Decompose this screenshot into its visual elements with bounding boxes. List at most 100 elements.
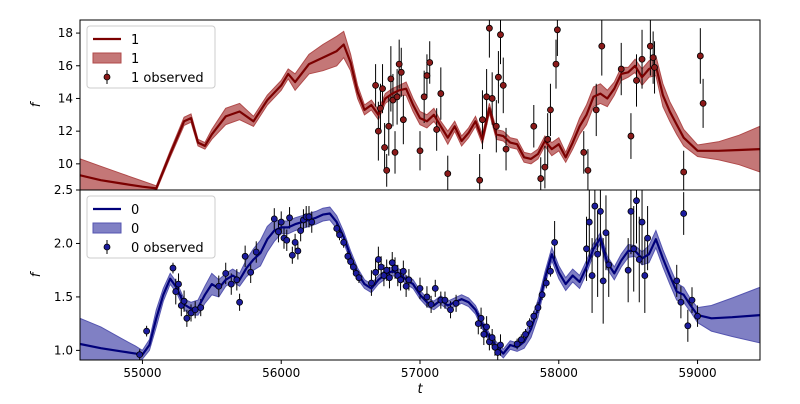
bottom-observed-point-43 (374, 256, 382, 263)
top-legend-entry-0: 1 (131, 33, 139, 48)
x-tick-label-3: 58000 (540, 366, 578, 380)
bottom-observed-point-25 (288, 251, 296, 259)
panel-top: 10 12 14 16 18 2.5 f 1 1 1 observed (29, 19, 761, 197)
top-observed-point-20 (444, 170, 452, 178)
bottom-observed-point-65 (480, 330, 488, 338)
top-observed-point-39 (584, 166, 592, 174)
top-observed-point-10 (393, 93, 401, 101)
bottom-observed-point-18 (252, 248, 260, 256)
bottom-observed-point-54 (405, 276, 413, 284)
top-observed-point-38 (580, 149, 588, 156)
top-observed-point-41 (598, 42, 606, 50)
top-observed-point-51 (699, 99, 707, 107)
top-legend-marker-swatch (103, 73, 111, 81)
bottom-observed-point-96 (638, 218, 646, 226)
top-y-tick-label-0: 10 (58, 157, 73, 171)
top-confidence-band (80, 30, 760, 190)
top-observed-point-3 (379, 85, 386, 93)
bottom-legend-band-swatch (92, 222, 122, 234)
bottom-observed-point-33 (333, 225, 341, 232)
bottom-y-tick-label-0: 1.0 (54, 343, 73, 357)
bottom-observed-point-32 (308, 218, 316, 226)
top-observed-point-13 (399, 116, 407, 124)
bottom-legend-entry-1: 0 (131, 222, 139, 237)
bottom-observed-point-77 (534, 304, 542, 312)
bottom-legend-marker-swatch (103, 243, 111, 251)
bottom-observed-point-73 (517, 336, 525, 344)
bottom-observed-point-83 (585, 218, 593, 226)
top-y-bottom-tick-label: 2.5 (54, 183, 73, 197)
top-observed-point-26 (492, 122, 500, 130)
bottom-observed-point-42 (372, 268, 379, 276)
top-observed-point-32 (537, 175, 545, 182)
top-legend-entry-2: 1 observed (131, 71, 204, 86)
bottom-observed-point-21 (277, 218, 285, 226)
top-observed-point-21 (476, 176, 484, 184)
bottom-observed-point-68 (488, 334, 496, 341)
top-observed-point-43 (627, 132, 635, 140)
top-observed-point-24 (485, 24, 493, 32)
bottom-observed-point-56 (423, 293, 431, 301)
bottom-observed-point-11 (215, 282, 223, 290)
bottom-observed-point-7 (183, 314, 191, 322)
bottom-observed-point-91 (624, 266, 632, 274)
x-tick-label-1: 56000 (262, 366, 300, 380)
top-observed-point-17 (426, 59, 434, 66)
bottom-observed-point-60 (441, 296, 449, 304)
bottom-legend-box (86, 195, 216, 259)
bottom-observed-point-71 (497, 341, 504, 349)
bottom-observed-point-102 (684, 322, 692, 330)
bottom-observed-point-64 (477, 314, 485, 322)
top-observed-point-35 (547, 106, 554, 114)
top-observed-point-47 (649, 54, 657, 61)
top-observed-point-5 (383, 166, 391, 174)
bottom-observed-point-36 (344, 252, 352, 260)
bottom-observed-point-49 (391, 264, 399, 272)
top-observed-point-18 (433, 126, 441, 133)
bottom-y-tick-label-1: 1.5 (54, 290, 73, 304)
top-y-tick-label-2: 14 (58, 91, 73, 105)
top-y-ticks: 10 12 14 16 18 2.5 (54, 26, 80, 197)
top-observed-point-31 (530, 122, 538, 130)
bottom-observed-point-12 (222, 269, 230, 277)
bottom-observed-point-72 (513, 340, 521, 348)
top-observed-point-12 (397, 68, 405, 76)
bottom-legend: 0 0 0 observed (86, 195, 216, 259)
bottom-observed-point-16 (241, 252, 249, 260)
top-y-tick-label-3: 16 (58, 59, 73, 73)
bottom-plot-area (80, 190, 760, 360)
top-observed-point-9 (391, 149, 399, 156)
bottom-observed-point-75 (526, 320, 534, 328)
bottom-observed-point-101 (680, 210, 688, 217)
bottom-observed-point-9 (191, 306, 199, 314)
bottom-y-tick-label-2: 2.0 (54, 236, 73, 250)
top-observed-point-36 (552, 60, 560, 68)
bottom-legend-entry-2: 0 observed (131, 241, 204, 256)
top-observed-point-25 (488, 95, 496, 102)
top-observed-point-19 (437, 90, 445, 97)
panel-bottom: 1.01.52.0 55000 56000 57000 58000 59000 f t … (29, 189, 761, 397)
top-legend-box (86, 25, 216, 89)
top-observed-point-14 (416, 147, 424, 155)
bottom-observed-point-27 (294, 247, 302, 255)
bottom-observed-point-61 (447, 306, 454, 314)
bottom-observed-point-3 (172, 288, 180, 295)
top-observed-point-1 (374, 127, 382, 135)
top-observed-point-30 (502, 145, 510, 153)
bottom-observed-point-10 (197, 304, 205, 312)
bottom-x-ticks: 55000 56000 57000 58000 59000 (123, 360, 717, 380)
bottom-observed-point-78 (538, 291, 546, 299)
bottom-observed-point-55 (416, 284, 424, 292)
bottom-observed-point-63 (474, 320, 482, 328)
bottom-observed-point-85 (591, 202, 599, 210)
bottom-observed-point-28 (297, 227, 305, 235)
bottom-observed-point-100 (677, 298, 685, 306)
top-observed-point-29 (499, 81, 507, 89)
bottom-observed-point-58 (431, 284, 439, 292)
top-observed-point-22 (479, 116, 486, 124)
x-tick-label-2: 57000 (401, 366, 439, 380)
top-observed-point-7 (387, 75, 395, 83)
top-observed-point-37 (553, 26, 561, 34)
bottom-observed-point-52 (399, 267, 407, 275)
bottom-observed-point-76 (530, 312, 538, 320)
